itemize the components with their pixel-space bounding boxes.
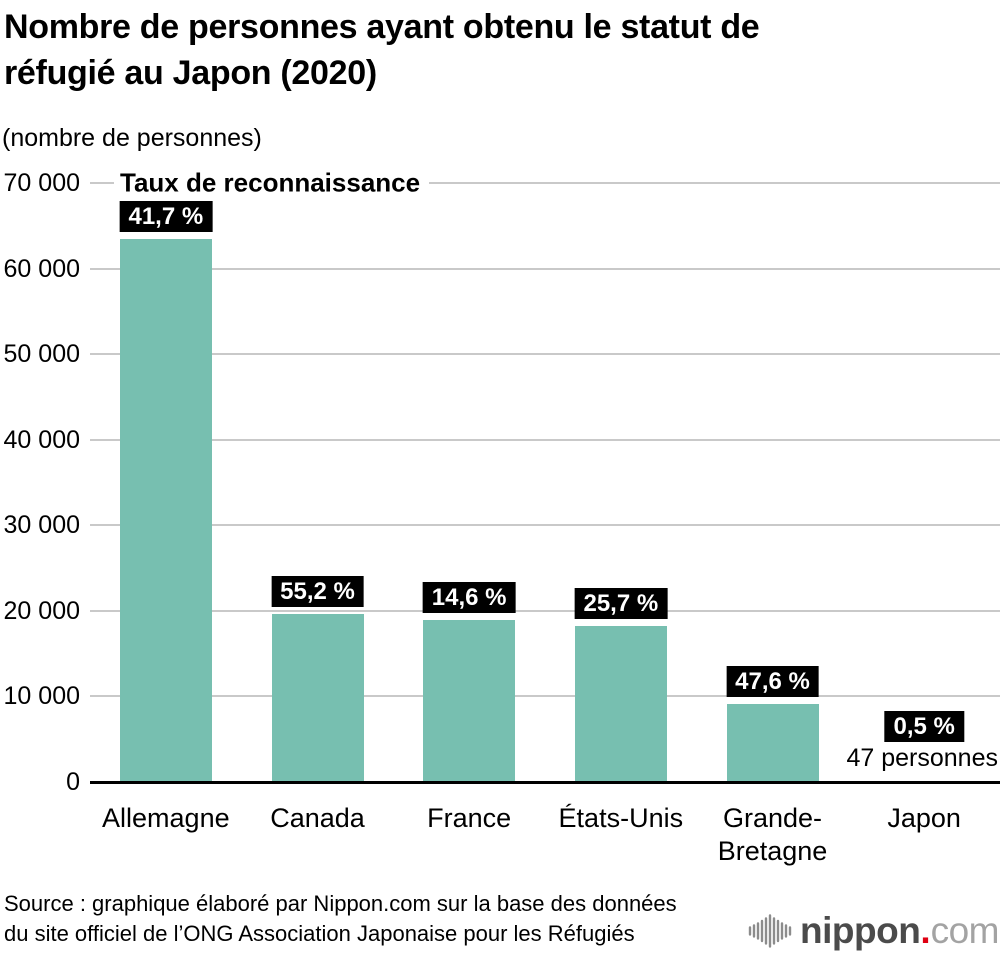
annotation-japon: 47 personnes xyxy=(846,744,998,772)
y-tick-label-20000: 20 000 xyxy=(3,596,80,625)
y-tick-label-70000: 70 000 xyxy=(3,169,80,197)
x-axis-label-etats-unis: États-Unis xyxy=(558,803,684,833)
bar-etats-unis xyxy=(574,626,667,782)
bar-allemagne xyxy=(119,238,212,782)
gridline-50000 xyxy=(90,353,1000,356)
x-axis-baseline xyxy=(90,781,1000,784)
x-axis-label-canada: Canada xyxy=(270,803,365,833)
x-axis-label-japon: Japon xyxy=(887,803,961,833)
y-tick-label-60000: 60 000 xyxy=(3,254,80,283)
gridline-20000 xyxy=(90,609,1000,612)
rate-label-japon: 0,5 % xyxy=(884,711,964,742)
gridline-70000 xyxy=(90,182,1000,184)
rate-label-etats-unis: 25,7 % xyxy=(574,588,668,620)
x-axis-label-france: France xyxy=(427,803,512,833)
bar-grande-bretagne xyxy=(726,704,819,782)
logo-tld: com xyxy=(930,910,1000,951)
sound-wave-icon xyxy=(748,914,792,948)
rate-label-canada: 55,2 % xyxy=(271,576,364,608)
source-note: Source : graphique élaboré par Nippon.co… xyxy=(4,889,677,949)
rate-label-france: 14,6 % xyxy=(422,582,516,614)
bar-canada xyxy=(271,614,364,782)
y-tick-label-0: 0 xyxy=(66,768,80,796)
logo-word: nippon xyxy=(800,910,921,951)
chart-title: Nombre de personnes ayant obtenu le stat… xyxy=(4,4,760,96)
rate-label-grande-bretagne: 47,6 % xyxy=(726,666,819,698)
y-tick-label-10000: 10 000 xyxy=(3,682,80,711)
gridline-30000 xyxy=(90,524,1000,527)
source-line-2: du site officiel de l’ONG Association Ja… xyxy=(4,921,635,946)
x-axis-label-grande-bretagne: Grande- Bretagne xyxy=(717,803,828,866)
logo-dot: . xyxy=(920,910,931,951)
x-axis-label-allemagne: Allemagne xyxy=(102,803,230,833)
y-tick-label-30000: 30 000 xyxy=(3,511,80,540)
chart-title-line-2: réfugié au Japon (2020) xyxy=(4,54,377,92)
nippon-com-logo: nippon. com xyxy=(748,910,1000,952)
y-axis-unit-label: (nombre de personnes) xyxy=(2,124,262,152)
rate-label-allemagne: 41,7 % xyxy=(119,200,213,232)
legend-taux-de-reconnaissance: Taux de reconnaissance xyxy=(114,165,430,201)
y-tick-label-40000: 40 000 xyxy=(3,425,80,454)
source-line-1: Source : graphique élaboré par Nippon.co… xyxy=(4,891,677,916)
gridline-40000 xyxy=(90,438,1000,441)
chart-title-line-1: Nombre de personnes ayant obtenu le stat… xyxy=(4,8,760,46)
gridline-60000 xyxy=(90,267,1000,270)
gridline-10000 xyxy=(90,695,1000,698)
y-tick-label-50000: 50 000 xyxy=(3,340,80,369)
bar-france xyxy=(423,620,516,782)
